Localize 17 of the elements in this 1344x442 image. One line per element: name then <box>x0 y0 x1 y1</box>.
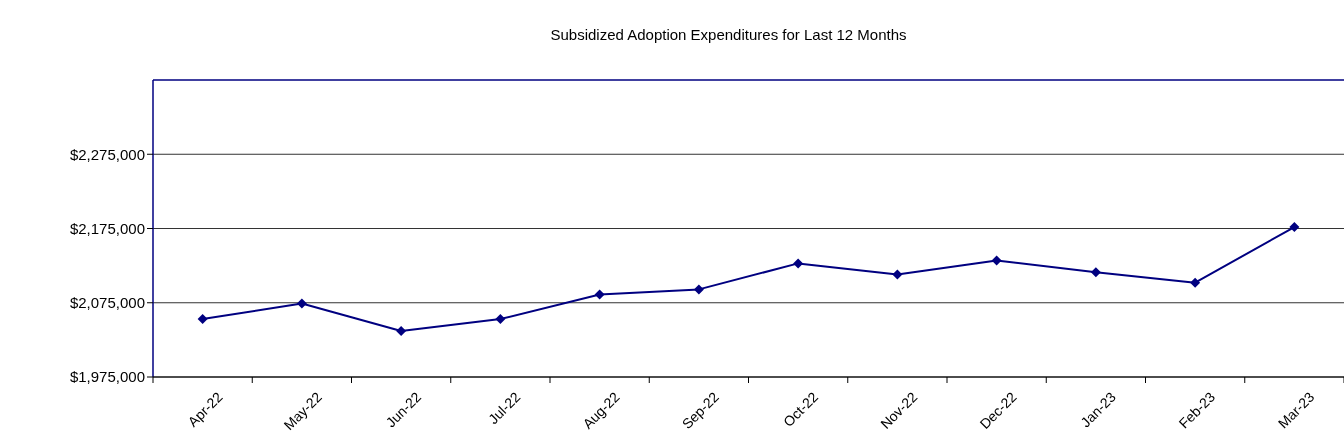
point <box>197 314 208 325</box>
y-tick-label: $2,175,000 <box>69 219 145 237</box>
point <box>296 298 307 309</box>
y-tick-label: $1,975,000 <box>69 368 145 386</box>
point <box>1289 222 1300 233</box>
point <box>892 269 903 280</box>
y-tick-label: $2,075,000 <box>69 294 145 311</box>
point <box>1090 267 1101 278</box>
point <box>1190 277 1201 288</box>
y-tick-label: $2,275,000 <box>69 145 145 163</box>
chart-title: Subsidized Adoption Expenditures for Last 12 Months <box>550 26 907 43</box>
point <box>991 255 1002 266</box>
point <box>693 284 704 295</box>
point <box>396 325 407 336</box>
point <box>594 289 605 300</box>
point <box>495 314 506 325</box>
point <box>793 258 804 269</box>
